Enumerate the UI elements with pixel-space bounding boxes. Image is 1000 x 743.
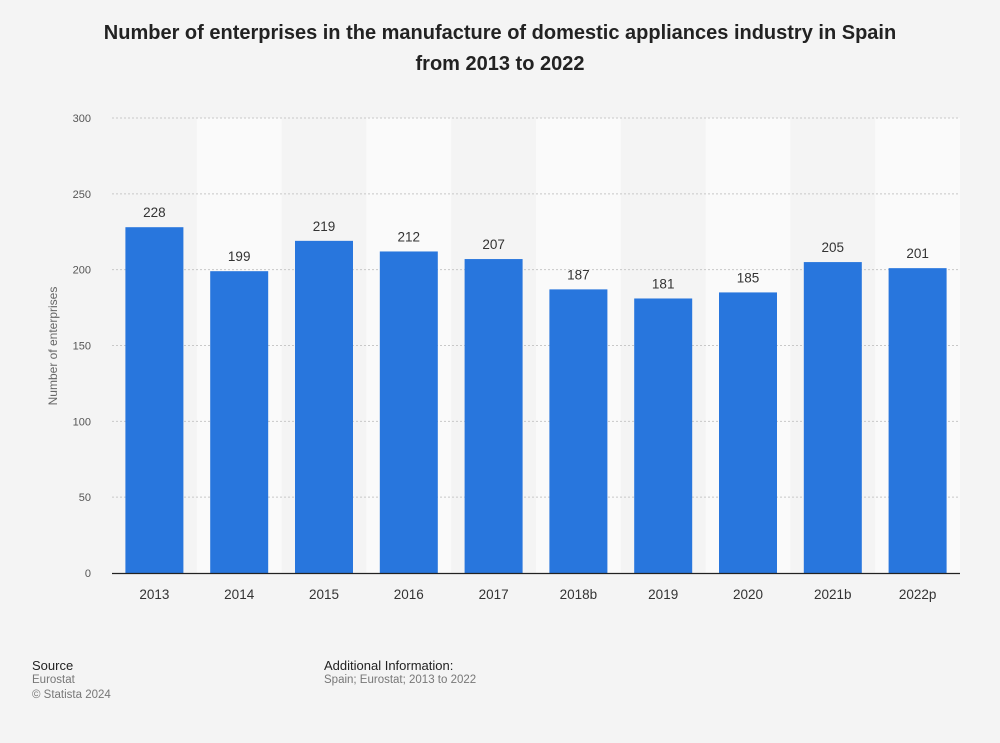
x-tick-label-2022p: 2022p — [899, 587, 937, 602]
y-tick-label: 150 — [73, 341, 91, 353]
x-tick-label-2017: 2017 — [479, 587, 509, 602]
data-labels: 228 199 219 212 207 187 181 185 205 201 — [143, 205, 929, 291]
data-label-2019: 181 — [652, 276, 675, 291]
y-tick-label: 300 — [73, 113, 91, 125]
data-label-2022p: 201 — [906, 246, 929, 261]
x-tick-label-2013: 2013 — [139, 587, 169, 602]
x-tick-label-2015: 2015 — [309, 587, 339, 602]
y-axis-ticks: 0 50 100 150 200 250 300 — [73, 113, 91, 580]
source-heading: Source — [32, 658, 74, 673]
bar-2015[interactable] — [295, 240, 353, 573]
x-tick-label-2018b: 2018b — [560, 587, 598, 602]
y-tick-label: 250 — [73, 189, 91, 201]
bar-chart: 0 50 100 150 200 250 300 228 199 219 212 207 187 181… — [46, 113, 960, 602]
chart-title: Number of enterprises in the manufacture… — [40, 18, 960, 80]
additional-info-heading[interactable]: Additional Information: — [324, 658, 454, 673]
bar-2018b[interactable] — [549, 289, 608, 573]
source-block: Source Eurostat © Statista 2024 — [32, 658, 111, 703]
y-tick-label: 200 — [73, 265, 91, 277]
data-label-2018b: 187 — [567, 267, 590, 282]
chart-title-line-2: from 2013 to 2022 — [415, 53, 585, 75]
x-tick-label-2020: 2020 — [733, 587, 763, 602]
bar-2022p[interactable] — [888, 268, 947, 573]
x-tick-label-2019: 2019 — [648, 587, 678, 602]
bar-2014[interactable] — [210, 271, 269, 573]
bar-2017[interactable] — [464, 259, 523, 573]
data-label-2017: 207 — [482, 237, 505, 252]
x-tick-label-2016: 2016 — [394, 587, 424, 602]
data-label-2015: 219 — [313, 219, 336, 234]
data-label-2016: 212 — [398, 229, 421, 244]
bar-2020[interactable] — [719, 292, 777, 573]
bar-2019[interactable] — [634, 298, 693, 573]
y-tick-label: 100 — [73, 416, 91, 428]
source-name[interactable]: Eurostat — [32, 674, 75, 686]
copyright-text: © Statista 2024 — [32, 689, 111, 701]
y-tick-label: 0 — [85, 568, 91, 580]
data-label-2020: 185 — [737, 270, 760, 285]
bars — [125, 227, 947, 573]
additional-info-text: Spain; Eurostat; 2013 to 2022 — [324, 674, 477, 686]
x-axis-ticks: 2013 2014 2015 2016 2017 2018b 2019 2020 2021b 20… — [139, 587, 936, 602]
bar-2021b[interactable] — [803, 262, 862, 573]
y-axis-label: Number of enterprises — [46, 287, 60, 406]
data-label-2013: 228 — [143, 205, 166, 220]
y-tick-label: 50 — [79, 492, 91, 504]
bar-2016[interactable] — [379, 251, 438, 573]
chart-title-line-1: Number of enterprises in the manufacture… — [103, 22, 897, 44]
bar-2013[interactable] — [125, 227, 184, 573]
data-label-2021b: 205 — [822, 240, 845, 255]
x-tick-label-2021b: 2021b — [814, 587, 852, 602]
data-label-2014: 199 — [228, 249, 251, 264]
x-tick-label-2014: 2014 — [224, 587, 255, 602]
additional-info-block: Additional Information: Spain; Eurostat;… — [324, 658, 476, 688]
